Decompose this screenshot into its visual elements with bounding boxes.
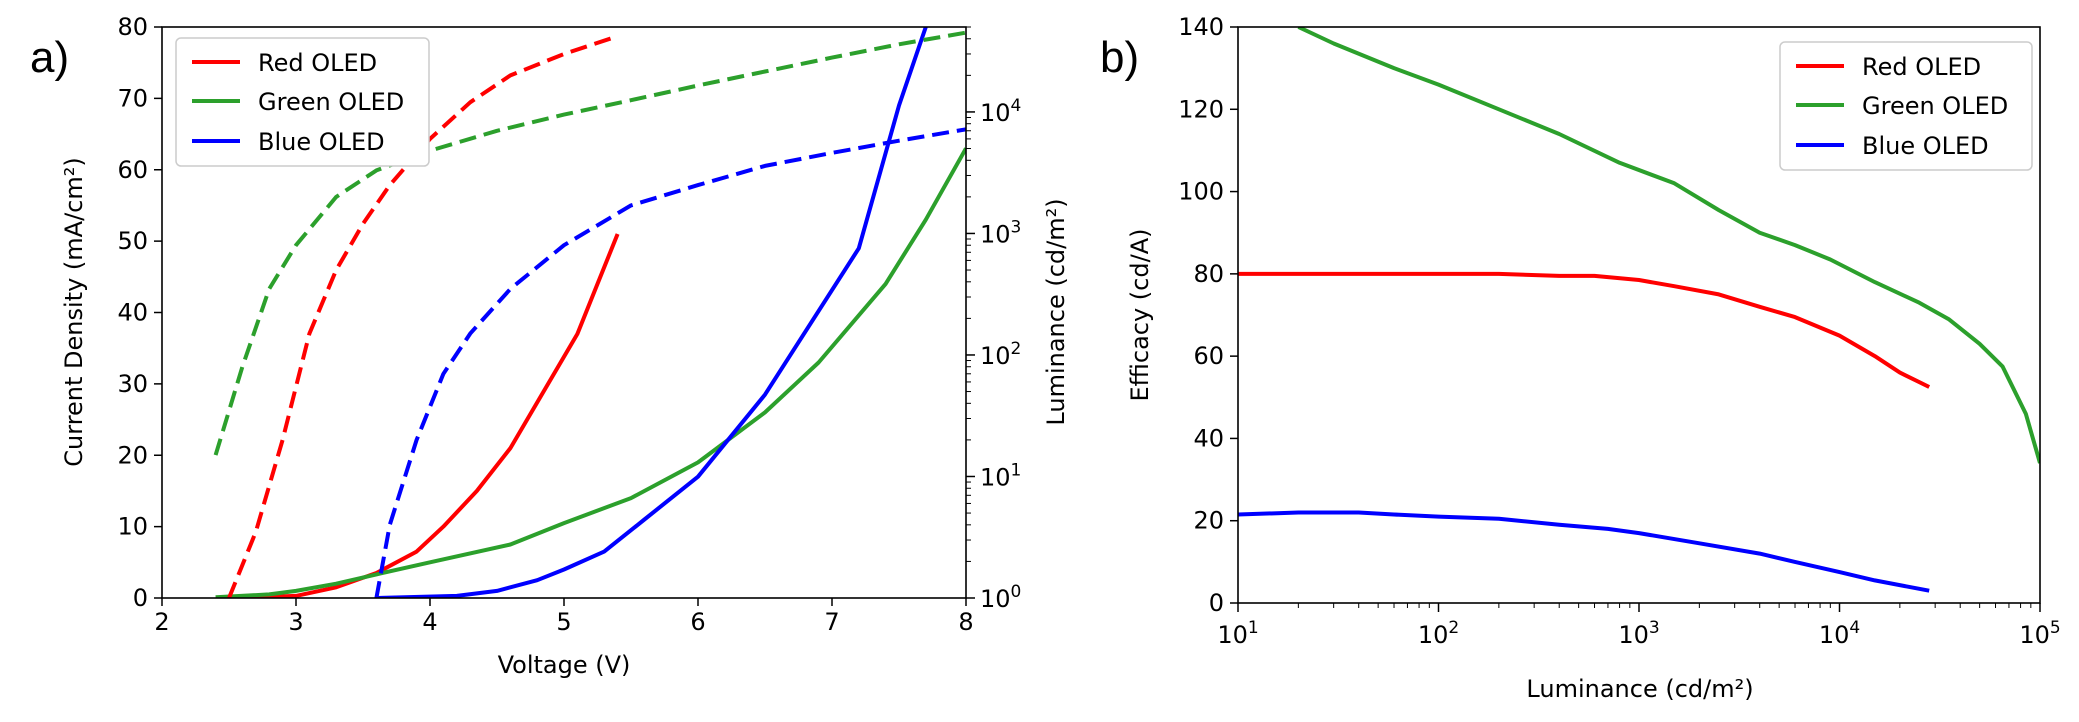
chart-a-y2-axis-label: Luminance (cd/m²) bbox=[1042, 198, 1070, 425]
y-tick-label: 80 bbox=[117, 13, 148, 41]
chart-b-series-group bbox=[1238, 27, 2040, 593]
chart-b-legend: Red OLED Green OLED Blue OLED bbox=[1779, 41, 2033, 171]
x-tick-label: 5 bbox=[556, 608, 571, 636]
y-tick-label: 140 bbox=[1178, 13, 1224, 41]
chart-b-legend-green: Green OLED bbox=[1862, 92, 2008, 120]
y-tick-label: 100 bbox=[1178, 178, 1224, 206]
y-tick-label: 0 bbox=[1209, 589, 1224, 617]
series-green-oled-luminance-line bbox=[213, 30, 966, 456]
chart-b-plot-area bbox=[1238, 27, 2040, 593]
x-tick-label: 103 bbox=[1618, 618, 1659, 649]
y-tick-label: 120 bbox=[1178, 95, 1224, 123]
chart-a-y-axis-right: 100 101 102 103 104 bbox=[966, 26, 1021, 613]
chart-b-legend-red: Red OLED bbox=[1862, 53, 1981, 81]
y-tick-label: 30 bbox=[117, 370, 148, 398]
chart-a-legend-blue: Blue OLED bbox=[258, 128, 385, 156]
y-tick-label: 0 bbox=[133, 584, 148, 612]
chart-a-x-axis: 2 3 4 5 6 7 8 bbox=[154, 598, 974, 636]
x-tick-label: 6 bbox=[690, 608, 705, 636]
y-tick-label: 10 bbox=[117, 513, 148, 541]
y-tick-label: 20 bbox=[117, 441, 148, 469]
series-green-oled-current-density-line bbox=[215, 147, 966, 598]
series-red-oled-current-density-line bbox=[228, 233, 620, 598]
series-green-oled-efficacy-line bbox=[1297, 27, 2040, 464]
x-tick-label: 2 bbox=[154, 608, 169, 636]
panel-a-label: a) bbox=[30, 33, 69, 82]
series-blue-oled-current-density-line bbox=[376, 27, 928, 598]
chart-a-legend-green: Green OLED bbox=[258, 88, 404, 116]
y-tick-label: 70 bbox=[117, 84, 148, 112]
series-red-oled-efficacy-line bbox=[1238, 271, 1931, 389]
chart-a-series-group bbox=[213, 27, 966, 598]
series-blue-oled-luminance-line bbox=[374, 127, 966, 598]
chart-b-y-axis: 0 20 40 60 80 100 120 140 bbox=[1178, 13, 1238, 617]
series-red-oled-luminance-line bbox=[227, 34, 619, 598]
y-tick-label: 60 bbox=[117, 156, 148, 184]
chart-a-legend: Red OLED Green OLED Blue OLED bbox=[175, 37, 430, 167]
x-tick-label: 102 bbox=[1418, 618, 1459, 649]
y-tick-label: 20 bbox=[1193, 507, 1224, 535]
chart-b-x-axis: 101 102 103 104 105 bbox=[1217, 603, 2061, 649]
chart-b-legend-box bbox=[1779, 41, 2033, 171]
y2-tick-label: 104 bbox=[980, 96, 1021, 127]
y2-tick-label: 101 bbox=[980, 460, 1021, 491]
y-tick-label: 40 bbox=[117, 299, 148, 327]
chart-a-x-axis-label: Voltage (V) bbox=[498, 651, 631, 679]
y-tick-label: 60 bbox=[1193, 342, 1224, 370]
chart-a-y-axis-label: Current Density (mA/cm²) bbox=[60, 157, 88, 466]
y2-tick-label: 100 bbox=[980, 582, 1021, 613]
x-tick-label: 8 bbox=[958, 608, 973, 636]
x-tick-label: 104 bbox=[1819, 618, 1860, 649]
chart-a-legend-box bbox=[175, 37, 430, 167]
x-tick-label: 3 bbox=[288, 608, 303, 636]
chart-b-x-axis-label: Luminance (cd/m²) bbox=[1526, 675, 1753, 703]
panel-b-label: b) bbox=[1100, 33, 1139, 82]
y-tick-label: 80 bbox=[1193, 260, 1224, 288]
y-tick-label: 50 bbox=[117, 227, 148, 255]
y2-tick-label: 103 bbox=[980, 217, 1021, 248]
x-tick-label: 7 bbox=[824, 608, 839, 636]
chart-a-y-axis-left: 0 10 20 30 40 50 60 70 80 bbox=[117, 13, 162, 612]
x-tick-label: 105 bbox=[2019, 618, 2060, 649]
chart-b-y-axis-label: Efficacy (cd/A) bbox=[1126, 229, 1154, 402]
series-blue-oled-efficacy-line bbox=[1238, 510, 1930, 593]
x-tick-label: 101 bbox=[1217, 618, 1258, 649]
chart-b-legend-blue: Blue OLED bbox=[1862, 132, 1989, 160]
chart-a-legend-red: Red OLED bbox=[258, 49, 377, 77]
x-tick-label: 4 bbox=[422, 608, 437, 636]
chart-a-plot-area bbox=[213, 27, 966, 598]
y2-tick-label: 102 bbox=[980, 339, 1021, 370]
y-tick-label: 40 bbox=[1193, 424, 1224, 452]
